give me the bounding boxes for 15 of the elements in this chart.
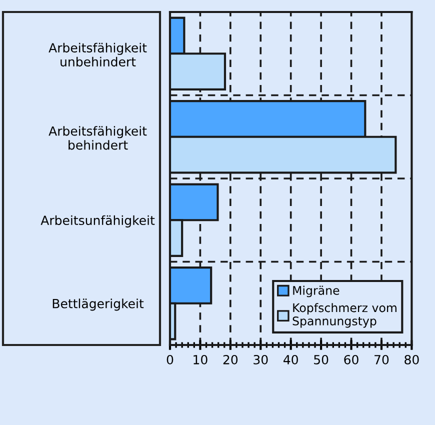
- x-tick-label: 0: [166, 354, 174, 364]
- x-tick-label: 70: [374, 354, 389, 364]
- y-tick-label: Arbeitsfähigkeit behindert: [48, 126, 147, 150]
- y-tick-label: Arbeitsunfähigkeit: [40, 215, 155, 228]
- x-tick-label: 10: [194, 354, 208, 364]
- x-tick-label: 30: [254, 354, 268, 364]
- x-tick-label: 40: [284, 354, 298, 364]
- legend-label: Kopfschmerz vom Spannungstyp: [292, 303, 396, 328]
- y-tick-label: Arbeitsfähigkeit unbehindert: [48, 42, 147, 66]
- legend-label: Migräne: [293, 286, 340, 298]
- x-tick-label: 50: [314, 354, 328, 364]
- x-tick-label: 80: [404, 354, 419, 364]
- x-tick-label: 20: [223, 354, 238, 364]
- x-tick-label: 60: [344, 354, 358, 364]
- y-tick-label: Bettlägerigkeit: [52, 298, 144, 311]
